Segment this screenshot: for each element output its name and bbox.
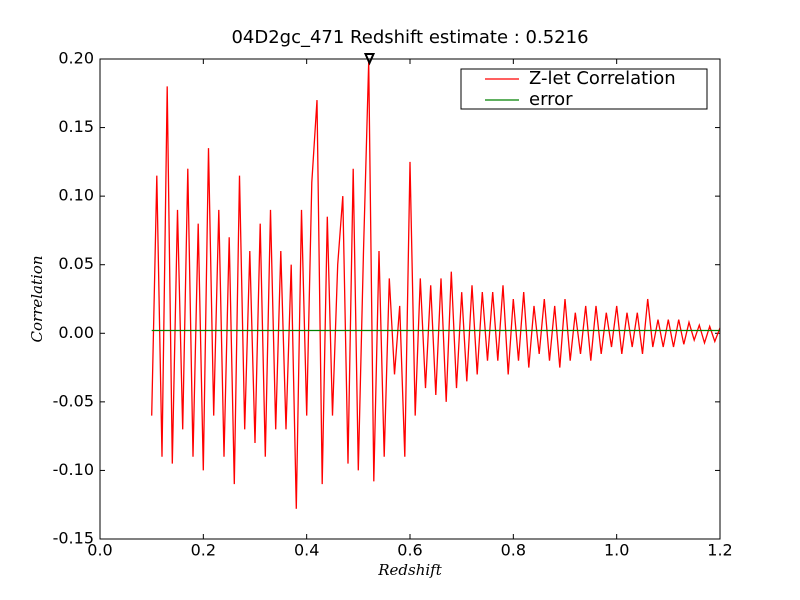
legend-label: Z-let Correlation	[529, 68, 676, 89]
x-tick-label: 1.0	[604, 541, 629, 560]
y-tick-label: 0.10	[58, 186, 94, 205]
y-tick-label: -0.15	[53, 529, 94, 548]
y-tick-label: 0.15	[58, 117, 94, 136]
x-tick-label: 0.0	[87, 541, 112, 560]
x-tick-label: 0.4	[294, 541, 319, 560]
y-tick-label: 0.00	[58, 323, 94, 342]
legend-label: error	[529, 89, 573, 110]
y-axis-label: Correlation	[28, 256, 46, 343]
y-tick-label: -0.05	[53, 391, 94, 410]
y-tick-label: -0.10	[53, 460, 94, 479]
x-tick-label: 0.2	[191, 541, 216, 560]
legend-box	[460, 68, 708, 110]
x-tick-label: 0.6	[397, 541, 422, 560]
x-tick-label: 0.8	[501, 541, 526, 560]
plot-frame	[99, 58, 721, 540]
y-tick-label: 0.05	[58, 254, 94, 273]
x-axis-label: Redshift	[377, 561, 442, 579]
x-tick-label: 1.2	[707, 541, 732, 560]
chart-title: 04D2gc_471 Redshift estimate : 0.5216	[231, 27, 588, 48]
series-line	[151, 61, 721, 509]
y-tick-label: 0.20	[58, 49, 94, 68]
